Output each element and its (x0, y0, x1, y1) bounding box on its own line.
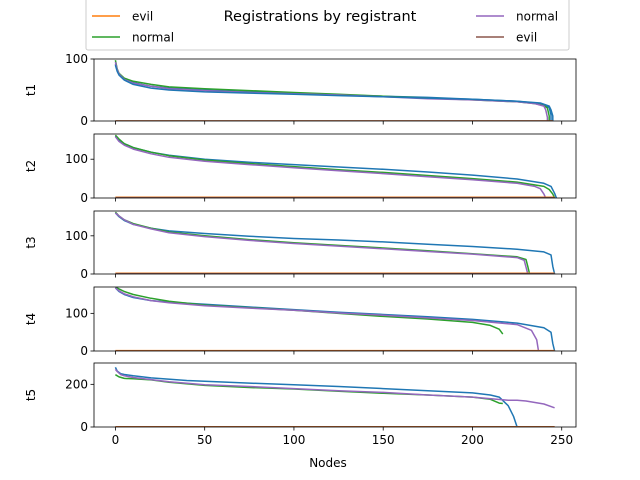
y-axis-label: t3 (24, 236, 38, 248)
y-axis-label: t5 (24, 389, 38, 401)
legend-label: evil (132, 10, 153, 24)
x-tick-label: 250 (550, 433, 573, 447)
y-tick-label: 100 (65, 229, 88, 243)
y-axis-label: t4 (24, 313, 38, 325)
y-tick-label: 0 (80, 267, 88, 281)
subplot-t5: 0 200 0 50 100 150 200 250 t5 (24, 362, 577, 447)
y-tick-label: 0 (80, 191, 88, 205)
series-line-2 (114, 287, 540, 351)
series-line-2 (114, 368, 555, 409)
subplots: 0 100 t1 0 100 t2 0 100 t3 0 100 t4 0 200 0 50 100 150 200… (24, 52, 577, 447)
axes-frame (93, 362, 577, 428)
axes-frame (93, 210, 577, 275)
y-tick-label: 100 (65, 152, 88, 166)
y-tick-label: 100 (65, 306, 88, 320)
y-tick-label: 0 (80, 114, 88, 128)
series-line-0 (114, 366, 518, 427)
legend-label: evil (516, 31, 537, 45)
y-axis-label: t2 (24, 160, 38, 172)
axes-frame (93, 286, 577, 352)
subplot-t4: 0 100 t4 (24, 286, 577, 358)
y-tick-label: 0 (80, 420, 88, 434)
y-tick-label: 0 (80, 344, 88, 358)
legend-item-evil: evil (92, 10, 153, 24)
subplot-t1: 0 100 t1 (24, 52, 577, 128)
x-tick-label: 50 (197, 433, 212, 447)
series-lines (114, 60, 554, 121)
series-line-3 (114, 64, 554, 121)
legend-item-normal: normal (476, 10, 558, 24)
y-axis-label: t1 (24, 84, 38, 96)
x-tick-label: 0 (112, 433, 120, 447)
axes-frame (93, 133, 577, 199)
axes-frame (93, 58, 577, 122)
y-tick-label: 100 (65, 52, 88, 66)
chart-title: Registrations by registrant (224, 9, 417, 25)
y-tick-label: 200 (65, 377, 88, 391)
legend-item-normal: normal (92, 31, 174, 45)
legend-item-evil: evil (476, 31, 537, 45)
series-line-1 (114, 134, 556, 198)
x-tick-label: 200 (461, 433, 484, 447)
series-line-2 (114, 212, 529, 274)
legend-label: normal (516, 10, 558, 24)
x-tick-label: 100 (282, 433, 305, 447)
x-axis-label: Nodes (309, 456, 347, 470)
x-tick-label: 150 (372, 433, 395, 447)
subplot-t3: 0 100 t3 (24, 210, 577, 281)
legend: evil normal normal evil (85, 0, 570, 51)
legend-label: normal (132, 31, 174, 45)
subplot-t2: 0 100 t2 (24, 133, 577, 205)
series-line-2 (114, 136, 547, 198)
